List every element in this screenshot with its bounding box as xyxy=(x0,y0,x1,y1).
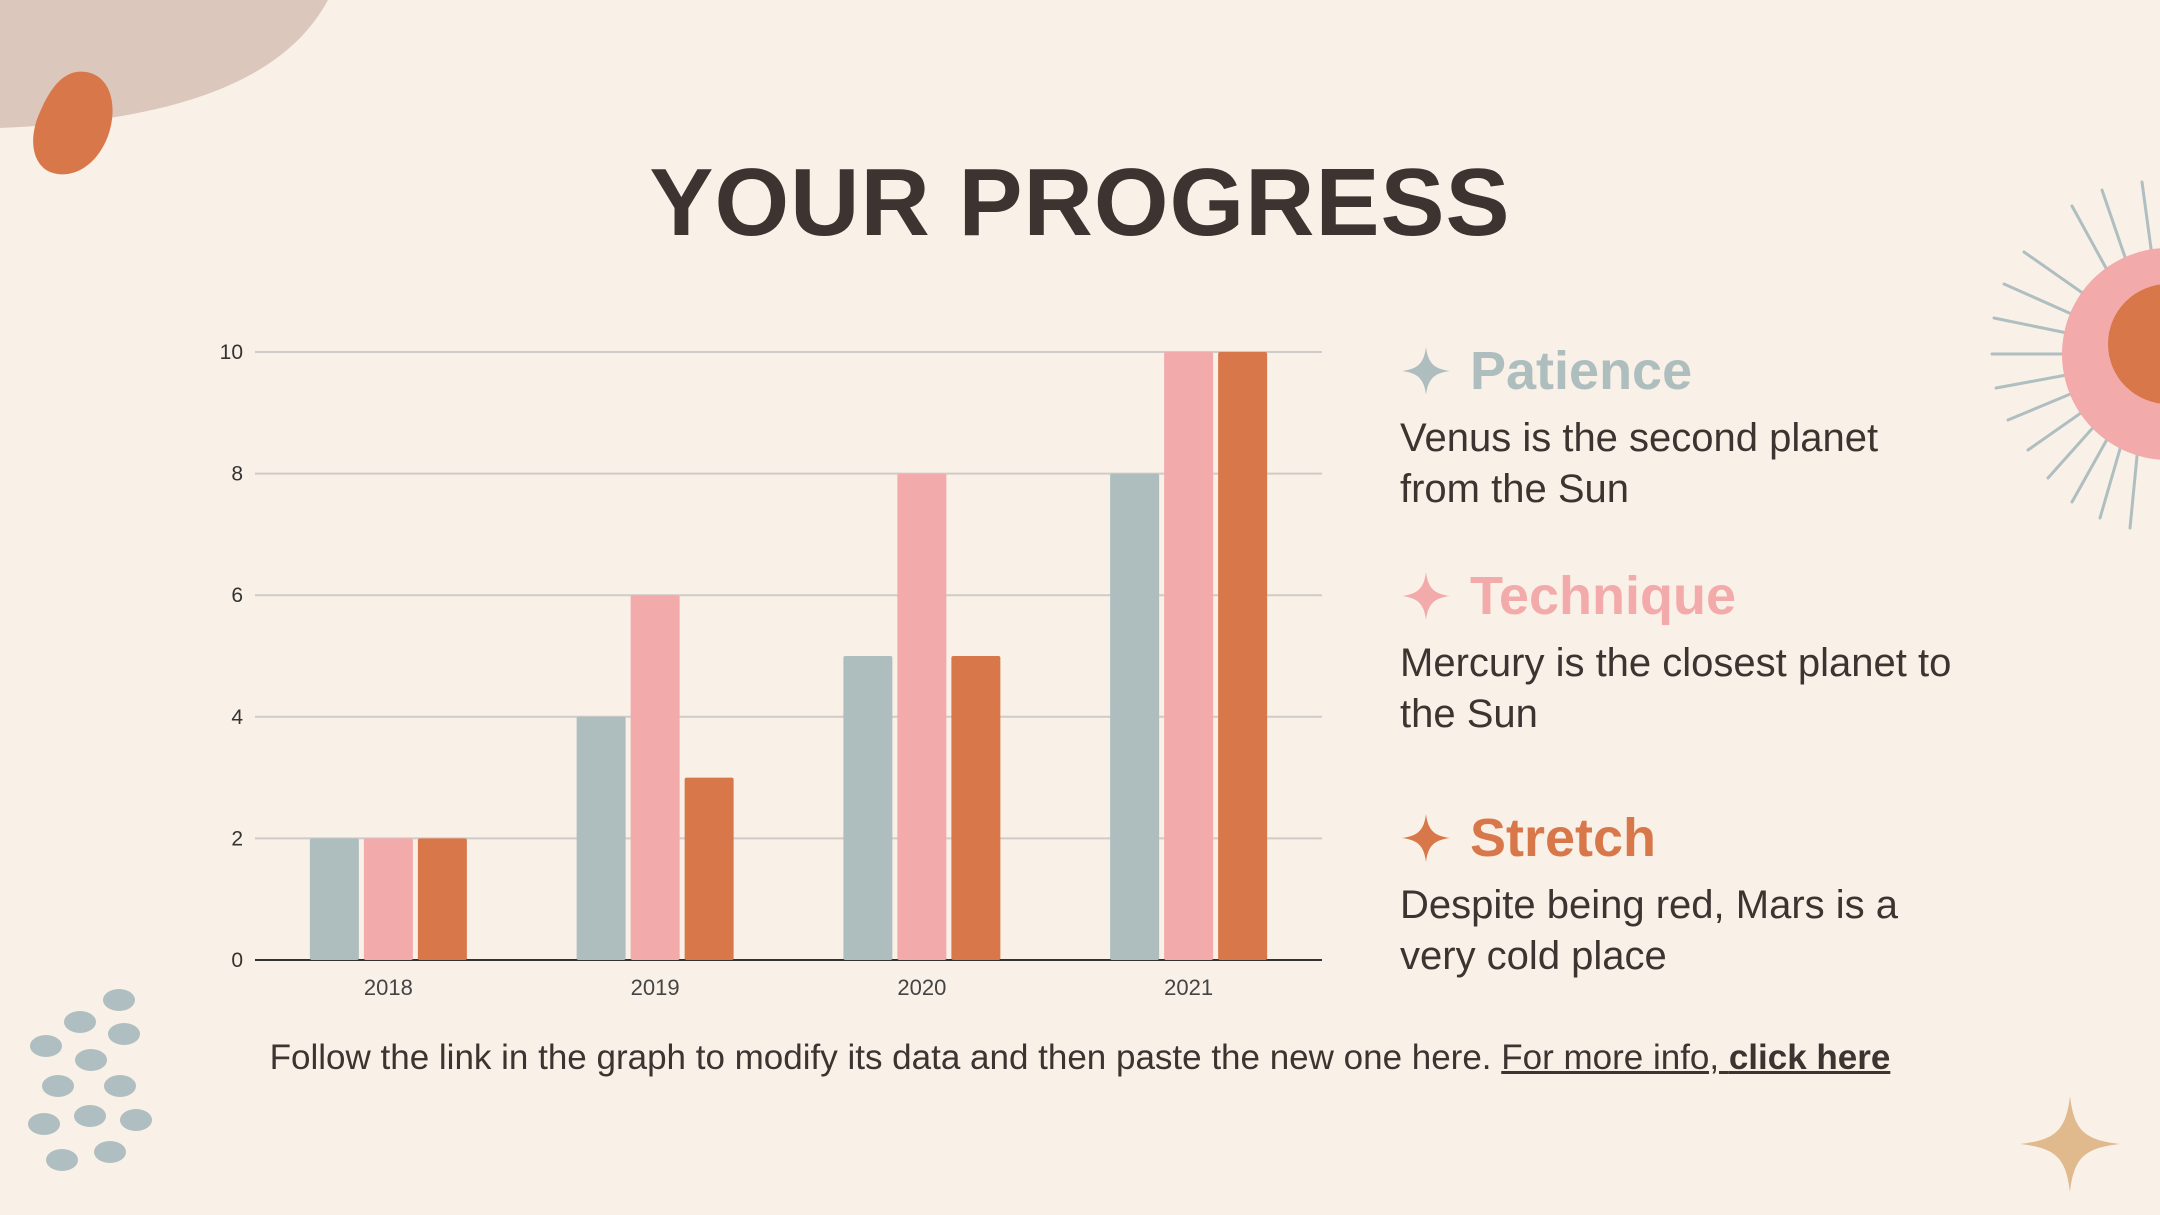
y-tick-label: 10 xyxy=(220,341,243,364)
y-tick-label: 6 xyxy=(231,584,243,607)
sparkle-icon xyxy=(1402,814,1450,862)
bar xyxy=(309,838,359,960)
legend-patience: Patience Venus is the second planet from… xyxy=(1400,335,1960,515)
more-info-link[interactable]: For more info, click here xyxy=(1501,1038,1890,1077)
legend-desc-technique: Mercury is the closest planet to the Sun xyxy=(1400,641,1952,736)
legend-title-stretch: Stretch xyxy=(1470,808,1657,868)
legend-stretch: Stretch Despite being red, Mars is a ver… xyxy=(1400,802,1960,982)
bar xyxy=(684,777,734,960)
bar xyxy=(1218,352,1268,960)
slide-title: YOUR PROGRESS xyxy=(649,149,1511,256)
more-info-link-prefix: For more info, xyxy=(1501,1038,1729,1077)
footer-note: Follow the link in the graph to modify i… xyxy=(0,1038,2160,1078)
x-tick-label: 2018 xyxy=(364,975,413,1000)
sparkle-icon xyxy=(1402,347,1450,395)
bar xyxy=(630,595,680,960)
y-tick-label: 8 xyxy=(231,463,243,486)
legend-technique: Technique Mercury is the closest planet … xyxy=(1400,560,1960,740)
bar xyxy=(363,838,413,960)
click-here-link-text: click here xyxy=(1728,1038,1891,1077)
legend-title-technique: Technique xyxy=(1470,566,1737,626)
legend-desc-stretch: Despite being red, Mars is a very cold p… xyxy=(1400,883,1899,978)
x-tick-label: 2020 xyxy=(897,975,946,1000)
bar xyxy=(1110,473,1160,960)
bar xyxy=(417,838,467,960)
y-tick-label: 4 xyxy=(231,706,243,729)
bar xyxy=(843,656,893,960)
bar xyxy=(897,473,947,960)
sparkle-icon xyxy=(1402,572,1450,620)
x-tick-label: 2019 xyxy=(631,975,680,1000)
bar xyxy=(951,656,1001,960)
blob-shape xyxy=(33,71,113,175)
bar xyxy=(576,716,626,960)
sun-icon xyxy=(1990,180,2160,530)
star-icon xyxy=(2020,1096,2120,1192)
bar xyxy=(1164,352,1214,960)
y-tick-label: 0 xyxy=(231,949,243,972)
footer-text: Follow the link in the graph to modify i… xyxy=(269,1038,1492,1077)
bar-chart: 0 2 4 6 8 10 2018 2019 2020 2021 xyxy=(220,341,1322,1000)
dots-pattern xyxy=(28,989,152,1171)
x-tick-label: 2021 xyxy=(1164,975,1213,1000)
legend-desc-patience: Venus is the second planet from the Sun xyxy=(1400,416,1879,511)
legend-title-patience: Patience xyxy=(1470,341,1693,401)
y-tick-label: 2 xyxy=(231,827,243,850)
